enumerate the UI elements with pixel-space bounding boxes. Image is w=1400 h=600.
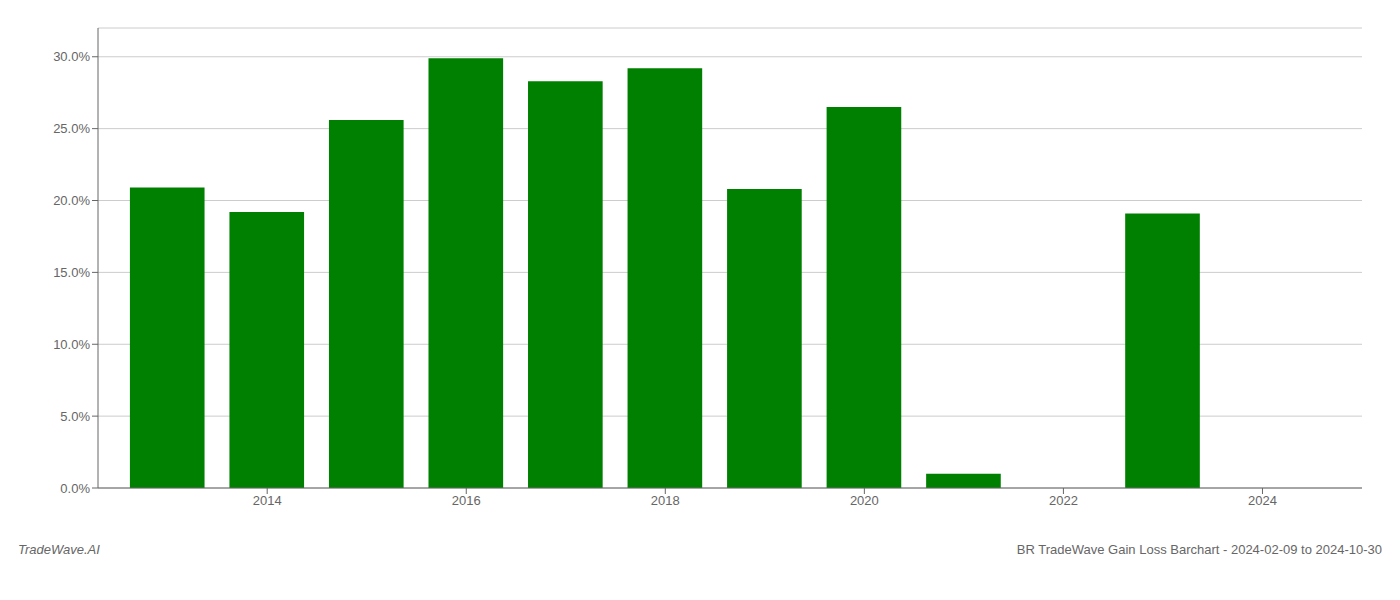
html-text:TradeWave.AI: TradeWave.AI xyxy=(18,542,100,557)
svg-text:0.0%: 0.0% xyxy=(60,481,90,496)
svg-text:2016: 2016 xyxy=(452,493,481,508)
html-text:BR TradeWave Gain Loss Barchar: BR TradeWave Gain Loss Barchart - 2024-0… xyxy=(1016,542,1382,557)
svg-text:2014: 2014 xyxy=(253,493,282,508)
svg-text:25.0%: 25.0% xyxy=(53,121,90,136)
svg-text:10.0%: 10.0% xyxy=(53,337,90,352)
svg-text:15.0%: 15.0% xyxy=(53,265,90,280)
svg-text:2018: 2018 xyxy=(651,493,680,508)
svg-text:20.0%: 20.0% xyxy=(53,193,90,208)
svg-text:5.0%: 5.0% xyxy=(60,409,90,424)
svg-text:2024: 2024 xyxy=(1248,493,1277,508)
svg-text:2020: 2020 xyxy=(850,493,879,508)
svg-text:30.0%: 30.0% xyxy=(53,49,90,64)
svg-text:2022: 2022 xyxy=(1049,493,1078,508)
